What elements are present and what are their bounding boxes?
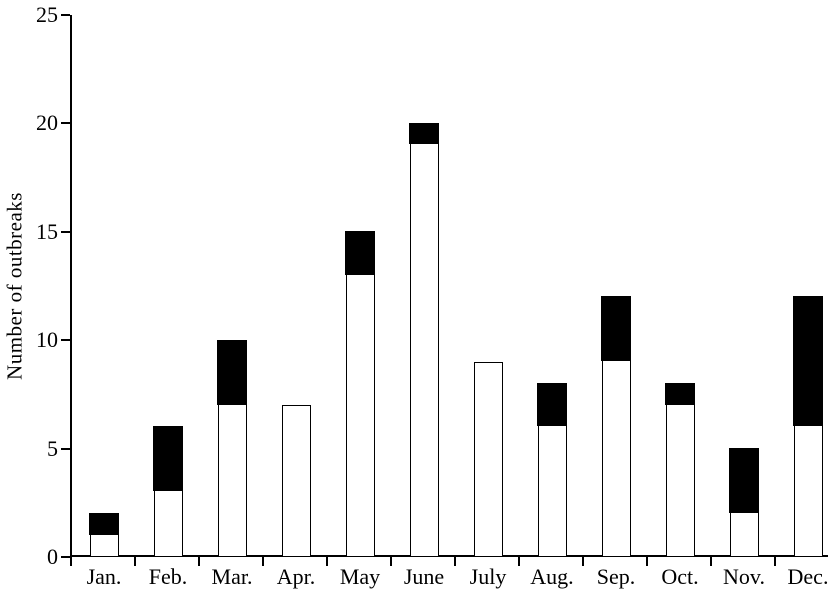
x-label-apr: Apr. [276,564,316,589]
x-axis-tick [518,555,520,566]
y-axis-tick [61,230,70,233]
x-axis-tick [390,555,392,566]
bar-sep [600,296,632,557]
bar-feb [152,426,184,557]
bar-june-black-segment [408,122,440,145]
bar-jan-black-segment [88,513,120,535]
y-tick-label: 10 [36,327,58,353]
x-label-may: May [339,564,381,589]
y-axis-tick [61,556,70,558]
x-label-july: July [469,564,507,589]
bar-mar-black-segment [216,339,248,405]
bar-jan [88,513,120,557]
y-axis-tick [61,339,70,342]
bar-nov [728,448,760,557]
x-label-dec: Dec. [787,564,828,589]
x-axis-tick [454,555,456,566]
bar-mar [216,339,248,557]
x-axis-line [70,555,828,557]
bar-dec [792,296,824,557]
x-axis-tick [134,555,136,566]
x-label-feb: Feb. [148,564,188,589]
bar-feb-black-segment [152,426,184,492]
x-axis-tick [710,555,712,566]
x-label-sep: Sep. [596,564,636,589]
x-axis-tick [774,555,776,566]
y-tick-label: 15 [36,218,58,244]
x-label-jan: Jan. [86,564,122,589]
x-label-oct: Oct. [661,564,699,589]
x-label-nov: Nov. [723,564,765,589]
bar-may-black-segment [344,231,376,275]
x-axis-tick [262,555,264,566]
bar-dec-black-segment [792,296,824,427]
bar-aug [536,382,568,557]
y-axis-tick [61,14,70,16]
x-axis-tick [198,555,200,566]
y-axis-tick [61,447,70,450]
bar-june [408,122,440,557]
bar-aug-black-segment [536,382,568,427]
x-label-aug: Aug. [530,564,574,589]
bar-apr [281,405,311,557]
x-axis-tick [582,555,584,566]
bar-may [344,231,376,557]
bar-sep-black-segment [600,296,632,362]
x-axis-tick [326,555,328,566]
bar-oct-black-segment [664,382,696,405]
x-axis-tick [70,555,72,566]
x-axis-tick [646,555,648,566]
bar-july [473,361,503,557]
y-axis-tick [61,122,70,125]
bar-oct [664,382,696,557]
y-tick-label: 5 [47,435,58,461]
x-label-june: June [403,564,445,589]
y-tick-label: 25 [36,2,58,27]
bar-nov-black-segment [728,448,760,514]
y-tick-label: 0 [47,544,58,569]
y-axis-line [70,15,72,557]
y-tick-label: 20 [36,110,58,136]
x-label-mar: Mar. [211,564,253,589]
